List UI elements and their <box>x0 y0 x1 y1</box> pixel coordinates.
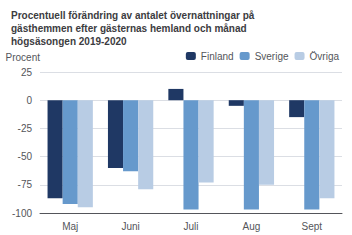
svg-text:Sept: Sept <box>302 221 323 232</box>
svg-text:gästhemmen efter gästernas hem: gästhemmen efter gästernas hemland och m… <box>11 23 247 34</box>
svg-text:25: 25 <box>21 67 33 78</box>
svg-text:Maj: Maj <box>62 221 78 232</box>
svg-text:högsäsongen 2019-2020: högsäsongen 2019-2020 <box>11 36 127 47</box>
svg-text:Procentuell förändring av anta: Procentuell förändring av antalet överna… <box>11 10 255 21</box>
svg-text:-100: -100 <box>12 208 32 219</box>
svg-text:Procent: Procent <box>6 52 41 63</box>
svg-text:-75: -75 <box>18 179 33 190</box>
svg-text:Sverige: Sverige <box>255 51 289 62</box>
svg-text:Finland: Finland <box>201 51 234 62</box>
svg-text:Juni: Juni <box>121 221 139 232</box>
svg-text:-50: -50 <box>18 151 33 162</box>
svg-text:Övriga: Övriga <box>310 51 340 62</box>
svg-text:-25: -25 <box>18 123 33 134</box>
svg-text:0: 0 <box>26 95 32 106</box>
svg-text:Aug: Aug <box>243 221 261 232</box>
svg-text:Juli: Juli <box>183 221 198 232</box>
